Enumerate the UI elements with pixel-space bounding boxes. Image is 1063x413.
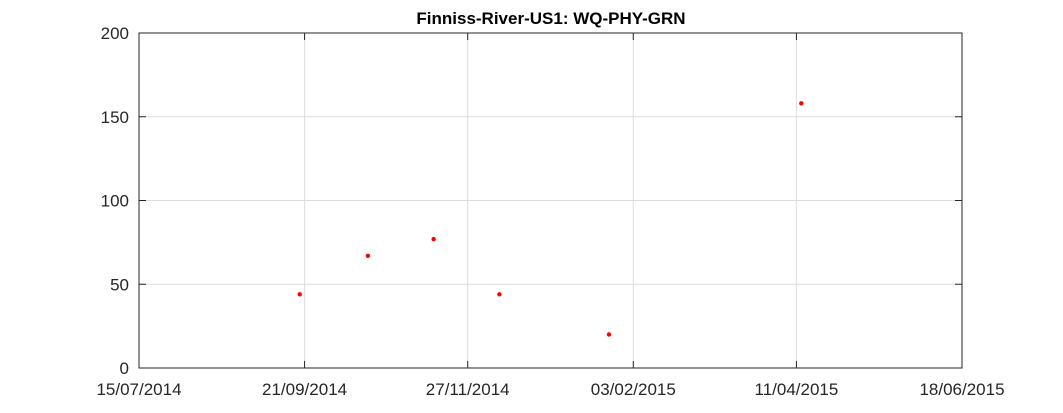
y-tick-label: 200 (101, 24, 129, 43)
y-tick-label: 100 (101, 192, 129, 211)
data-point (297, 292, 302, 297)
y-tick-label: 150 (101, 108, 129, 127)
x-tick-label: 21/09/2014 (262, 380, 347, 399)
data-point (431, 236, 436, 242)
axis-ticks: 0 50 100 150 200 15/07/2014 21/09/2014 27/11/20… (96, 24, 1004, 399)
chart-title: Finniss-River-US1: WQ-PHY-GRN (416, 9, 685, 28)
y-tick-label: 50 (110, 275, 129, 294)
data-point (365, 253, 371, 258)
data-point (497, 292, 502, 297)
grid-lines (139, 33, 962, 368)
y-tick-label: 0 (120, 359, 129, 378)
x-tick-label: 15/07/2014 (96, 380, 181, 399)
data-point (799, 101, 804, 106)
x-tick-label: 11/04/2015 (755, 380, 839, 399)
plot-area-frame (138, 32, 963, 369)
x-tick-label: 18/06/2015 (919, 380, 1004, 399)
x-tick-label: 03/02/2015 (591, 380, 676, 399)
data-points (297, 101, 804, 337)
data-point (606, 332, 612, 337)
x-tick-label: 27/11/2014 (426, 380, 510, 399)
